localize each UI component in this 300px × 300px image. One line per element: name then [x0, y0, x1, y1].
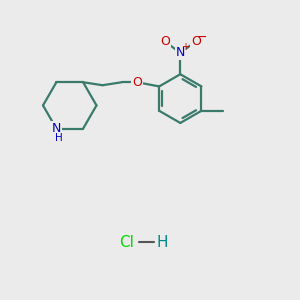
- Text: N: N: [52, 122, 61, 135]
- Text: O: O: [160, 35, 170, 48]
- Text: Cl: Cl: [119, 235, 134, 250]
- Text: N: N: [176, 46, 185, 59]
- Text: +: +: [182, 42, 189, 52]
- Text: H: H: [55, 133, 62, 143]
- Text: −: −: [197, 31, 208, 44]
- Text: O: O: [191, 35, 201, 48]
- Text: O: O: [132, 76, 142, 89]
- Text: H: H: [157, 235, 168, 250]
